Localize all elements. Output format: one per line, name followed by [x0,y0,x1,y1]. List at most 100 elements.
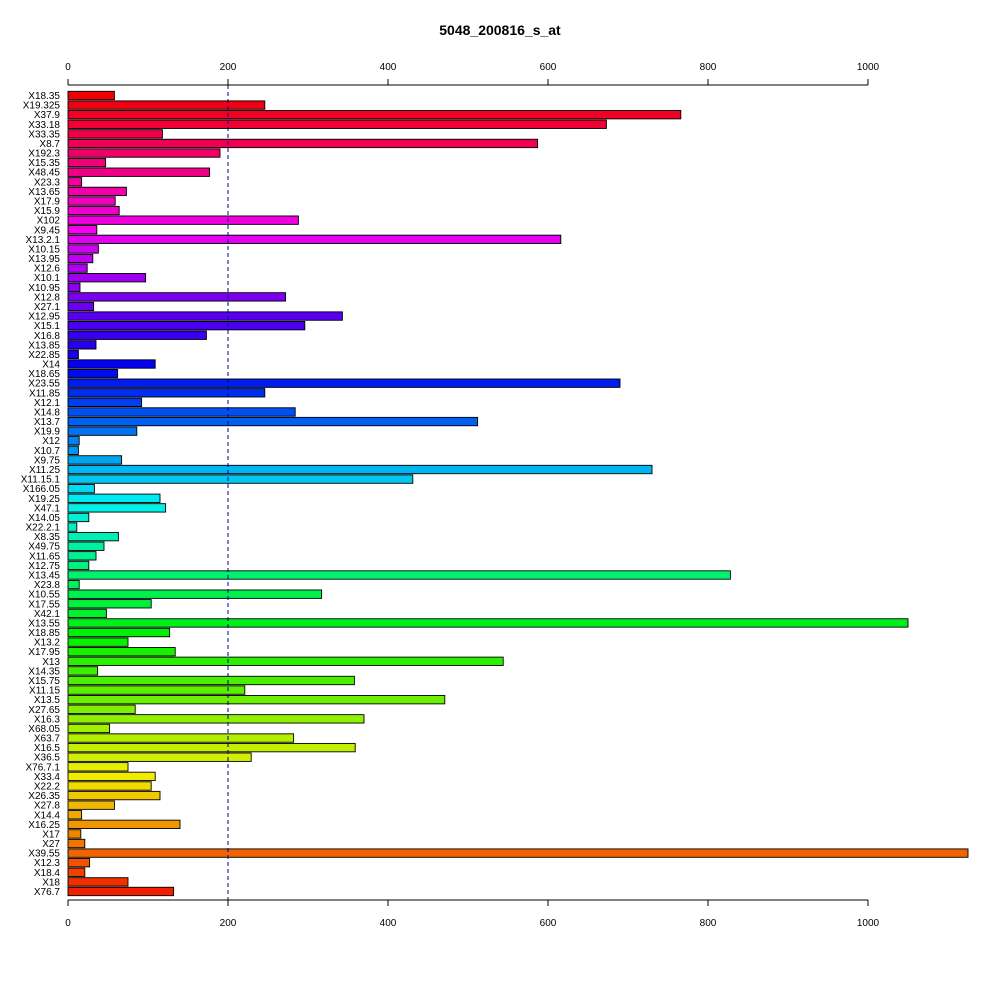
category-label: X22.85 [28,350,60,361]
bar-X18.85 [67,627,171,638]
category-label: X16.25 [28,820,60,831]
category-label: X10.55 [28,590,60,601]
category-label: X13.5 [34,695,61,706]
category-label: X17 [42,829,60,840]
bar-X13.2 [67,637,129,647]
bar-X14 [67,359,156,369]
category-label: X23.8 [34,580,61,591]
category-label: X13.45 [28,571,60,582]
bar-X12.1 [67,397,143,408]
bar-X14.35 [67,666,99,676]
bar-X11.65 [67,551,97,561]
category-label: X68.05 [28,724,60,735]
bar-X27.8 [67,800,115,810]
category-label: X19.9 [34,427,61,438]
bottom-axis-tick-label: 600 [540,918,557,929]
bar-X18.4 [67,867,86,877]
bar-X166.05 [67,484,95,494]
bar-X22.85 [67,349,79,360]
category-label: X36.5 [34,753,61,764]
bar-X11.15.1 [67,474,414,484]
category-label: X17.55 [28,599,60,610]
category-label: X12.6 [34,264,61,275]
category-label: X11.25 [29,465,60,476]
bar-X10.1 [67,273,147,283]
bar-X10.7 [67,445,79,455]
bar-X192.3 [67,148,221,158]
category-label: X16.5 [34,743,61,754]
bottom-axis-tick-label: 1000 [857,918,880,929]
category-label: X16.3 [34,714,61,725]
top-axis-tick-label: 1000 [857,62,880,73]
bar-X68.05 [67,723,111,734]
bar-X76.7 [67,886,175,897]
bar-X76.7.1 [67,762,129,772]
category-label: X27.1 [34,302,61,313]
category-label: X11.15.1 [21,475,61,486]
category-label: X13.95 [28,254,60,265]
category-label: X11.85 [29,388,60,399]
bar-X16.25 [67,819,181,829]
category-label: X19.25 [28,494,60,505]
bar-X11.85 [67,388,266,398]
bar-X26.35 [67,790,161,801]
category-label: X22.2.1 [26,523,61,534]
category-label: X63.7 [34,734,61,745]
category-label: X18.35 [28,91,60,102]
category-label: X10.1 [34,273,61,284]
category-label: X12.95 [28,312,60,323]
category-label: X13.2.1 [26,235,61,246]
bar-X8.7 [67,138,539,149]
category-label: X19.325 [23,101,61,112]
bar-X13.55 [67,618,909,628]
category-label: X27.65 [28,705,60,716]
bar-X49.75 [67,541,105,551]
bar-X36.5 [67,752,252,762]
category-label: X76.7.1 [26,762,61,773]
category-label: X14.4 [34,810,61,821]
category-label: X33.18 [28,120,60,131]
bar-X18.65 [67,368,119,379]
bar-X11.25 [67,464,653,475]
category-label: X166.05 [23,484,61,495]
bar-X22.2.1 [67,522,78,532]
bar-X22.2 [67,781,152,791]
top-axis-tick-label: 800 [700,62,717,73]
category-label: X17.9 [34,196,61,207]
category-label: X11.15 [29,686,60,697]
category-label: X9.45 [34,225,61,236]
top-axis-tick-label: 600 [540,62,557,73]
bar-X14.8 [67,407,296,417]
category-label: X15.9 [34,206,61,217]
category-label: X16.8 [34,331,61,342]
bar-X23.8 [67,579,80,590]
bar-X18.35 [67,90,115,101]
bar-X12.95 [67,311,343,321]
bar-X33.4 [67,771,156,782]
bar-X10.95 [67,282,81,292]
category-label: X13.7 [34,417,61,428]
bar-X14.05 [67,512,90,523]
bar-X13.85 [67,340,97,350]
category-label: X8.7 [39,139,60,150]
category-label: X14.05 [28,513,60,524]
bar-X48.45 [67,167,211,177]
category-label: X18.65 [28,369,60,380]
bar-X27 [67,838,86,849]
bar-X8.35 [67,531,119,542]
bar-X19.9 [67,426,138,436]
category-label: X22.2 [34,781,61,792]
bar-X18 [67,877,129,887]
chart-title: 5048_200816_s_at [439,22,561,38]
category-label: X13.85 [28,340,60,351]
category-label: X15.1 [34,321,61,332]
bar-X15.1 [67,321,306,331]
category-label: X27.8 [34,801,61,812]
category-label: X18.4 [34,868,61,879]
category-label: X49.75 [28,542,60,553]
category-label: X12.75 [28,561,60,572]
bar-X13.45 [67,570,731,580]
bar-X14.4 [67,810,83,820]
category-label: X33.4 [34,772,61,783]
bar-X10.15 [67,244,99,254]
